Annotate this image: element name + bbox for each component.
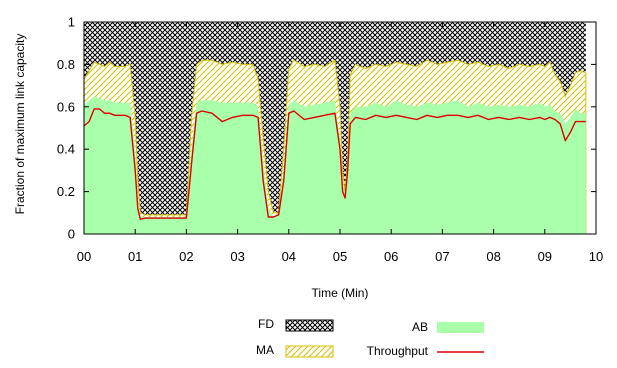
x-tick-label: 05 bbox=[333, 249, 347, 264]
y-tick-label: 0.4 bbox=[57, 142, 75, 157]
x-tick-label: 00 bbox=[77, 249, 91, 264]
x-tick-label: 03 bbox=[230, 249, 244, 264]
legend: FD AB MA Throughput bbox=[256, 317, 484, 358]
y-axis-label: Fraction of maximum link capacity bbox=[13, 34, 27, 215]
series-area-ab bbox=[84, 96, 586, 234]
x-tick-label: 10 bbox=[589, 249, 603, 264]
legend-swatch-ab bbox=[437, 322, 484, 333]
legend-swatch-ma bbox=[285, 345, 334, 358]
legend-swatch-fd bbox=[285, 319, 334, 332]
x-tick-label: 02 bbox=[179, 249, 193, 264]
axes: 0 0.2 0.4 0.6 0.8 1 00 01 02 03 04 05 06 07 08 09 10 bbox=[57, 15, 603, 265]
x-tick-label: 06 bbox=[384, 249, 398, 264]
x-tick-label: 08 bbox=[486, 249, 500, 264]
plot-area bbox=[83, 22, 587, 235]
legend-label-fd: FD bbox=[258, 317, 274, 331]
x-tick-label: 07 bbox=[435, 249, 449, 264]
y-tick-label: 0.8 bbox=[57, 57, 75, 72]
y-tick-label: 0 bbox=[68, 227, 75, 242]
x-tick-label: 09 bbox=[538, 249, 552, 264]
y-tick-label: 1 bbox=[68, 15, 75, 30]
x-axis-label: Time (Min) bbox=[312, 286, 369, 300]
x-tick-label: 01 bbox=[128, 249, 142, 264]
y-tick-label: 0.6 bbox=[57, 99, 75, 114]
series-line-throughput bbox=[83, 108, 586, 220]
legend-label-ab: AB bbox=[412, 320, 428, 334]
x-tick-label: 04 bbox=[282, 249, 296, 264]
legend-label-ma: MA bbox=[256, 343, 274, 357]
legend-label-throughput: Throughput bbox=[367, 344, 429, 358]
y-tick-label: 0.2 bbox=[57, 184, 75, 199]
